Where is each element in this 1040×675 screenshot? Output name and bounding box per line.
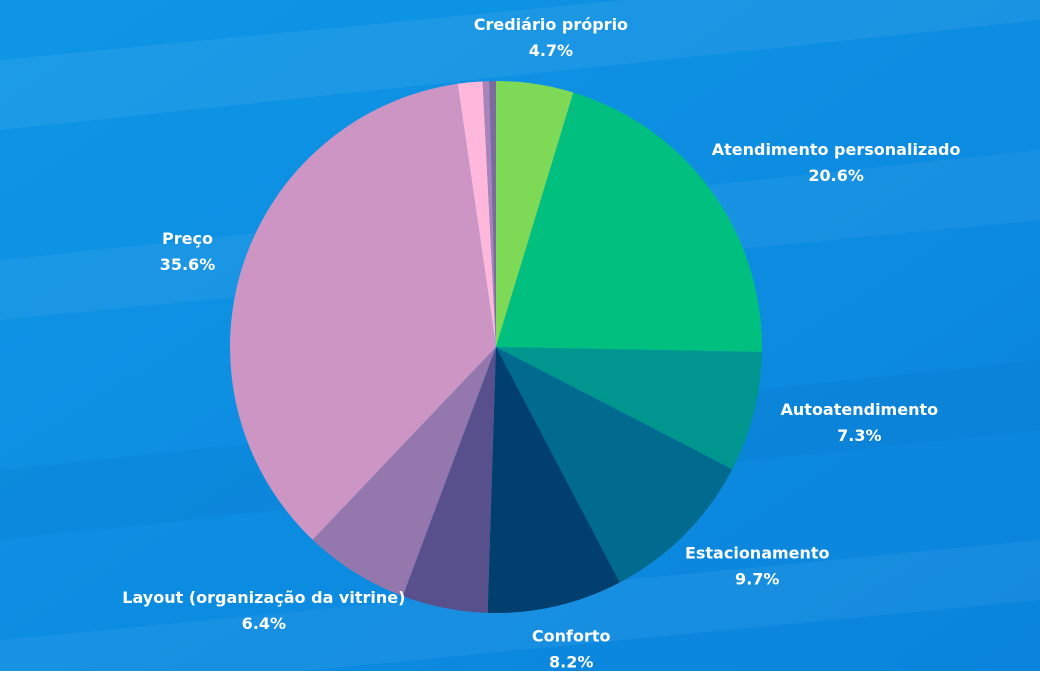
pie-slice: [487, 347, 620, 613]
slice-label: Preço 35.6%: [160, 229, 216, 274]
slice-label: Layout (organização da vitrine) 6.4%: [122, 588, 405, 633]
slice-value: 7.3%: [837, 426, 881, 445]
slice-label: Autoatendimento 7.3%: [781, 400, 939, 445]
slice-value: 6.4%: [242, 614, 286, 633]
slice-category: Layout (organização da vitrine): [122, 588, 405, 607]
slice-category: Preço: [162, 229, 213, 248]
pie-slice: [457, 81, 496, 347]
slice-label: Conforto 8.2%: [532, 627, 611, 672]
slice-category: Atendimento personalizado: [712, 140, 961, 159]
slice-category: Crediário próprio: [474, 15, 628, 34]
pie-slice: [312, 347, 496, 597]
streak: [0, 0, 1040, 130]
pie-slice: [496, 92, 762, 353]
slice-value: 35.6%: [160, 255, 216, 274]
slice-label: Estacionamento 9.7%: [685, 543, 830, 588]
pie-slice: [496, 347, 733, 583]
pie-slice: [489, 81, 496, 347]
slice-value: 9.7%: [735, 569, 779, 588]
slice-value: 4.7%: [529, 41, 573, 60]
pie-slice: [482, 81, 496, 347]
pie-slice: [496, 81, 574, 347]
pie-slice: [402, 347, 496, 613]
slice-category: Conforto: [532, 627, 611, 646]
slice-label: Atendimento personalizado 20.6%: [712, 140, 961, 185]
pie-slice: [496, 347, 762, 470]
slice-label: Crediário próprio 4.7%: [474, 15, 628, 60]
slice-category: Estacionamento: [685, 543, 830, 562]
slice-value: 20.6%: [808, 166, 864, 185]
slice-value: 8.2%: [549, 653, 593, 672]
pie-slice: [230, 83, 496, 540]
slice-category: Autoatendimento: [781, 400, 939, 419]
